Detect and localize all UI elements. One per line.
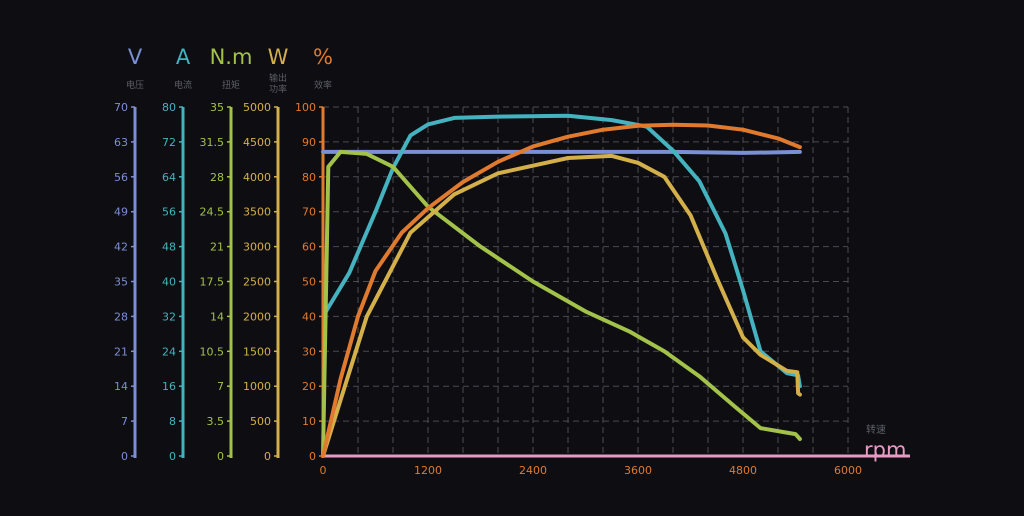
y-tick-label: 56 — [114, 171, 128, 184]
y-tick-label: 32 — [162, 310, 176, 323]
y-tick-label: 7 — [121, 415, 128, 428]
y-tick-label: 7 — [217, 380, 224, 393]
y-axis-unit: % — [313, 45, 333, 69]
y-axes: 07142128354249566370V电压08162432404856647… — [114, 45, 333, 463]
y-tick-label: 0 — [169, 450, 176, 463]
y-tick-label: 40 — [302, 310, 316, 323]
y-tick-label: 28 — [114, 310, 128, 323]
series-line-pct — [321, 122, 802, 458]
y-axis-unit: V — [128, 45, 143, 69]
y-tick-label: 14 — [210, 310, 224, 323]
y-tick-label: 8 — [169, 415, 176, 428]
y-tick-label: 24 — [162, 345, 176, 358]
y-axis-unit: W — [268, 45, 289, 69]
y-tick-label: 64 — [162, 171, 176, 184]
y-tick-label: 2500 — [243, 276, 271, 289]
y-tick-label: 3.5 — [207, 415, 225, 428]
y-tick-label: 20 — [302, 380, 316, 393]
x-tick-label: 3600 — [624, 464, 652, 477]
y-tick-label: 56 — [162, 206, 176, 219]
y-axis-label: 输出 — [269, 72, 287, 84]
y-tick-label: 31.5 — [200, 136, 225, 149]
chart-grid — [323, 106, 849, 456]
y-axis-unit: A — [176, 45, 191, 69]
y-tick-label: 0 — [121, 450, 128, 463]
y-tick-label: 48 — [162, 241, 176, 254]
x-axis-label: 转速 — [866, 423, 886, 436]
series-lines — [321, 113, 802, 458]
y-tick-label: 24.5 — [200, 206, 225, 219]
y-tick-label: 17.5 — [200, 276, 225, 289]
y-tick-label: 49 — [114, 206, 128, 219]
y-tick-label: 100 — [295, 101, 316, 114]
series-line-v — [321, 149, 802, 155]
x-tick-label: 0 — [320, 464, 327, 477]
y-tick-label: 1500 — [243, 345, 271, 358]
y-axis-w: 0 500 1000 1500 2000 2500 3000 3500 4000 4500 5000… — [243, 45, 289, 463]
x-tick-label: 1200 — [414, 464, 442, 477]
x-tick-label: 2400 — [519, 464, 547, 477]
y-tick-label: 42 — [114, 241, 128, 254]
x-axis-unit: rpm — [864, 438, 906, 462]
series-line-nm — [321, 149, 802, 458]
y-tick-label: 21 — [114, 345, 128, 358]
x-axis: 转速 rpm 0 1200 2400 3600 4800 6000 — [320, 423, 910, 477]
x-tick-label: 6000 — [834, 464, 862, 477]
y-tick-label: 2000 — [243, 310, 271, 323]
y-axis-nm: 0 3.5 7 10.5 14 17.5 21 24.5 28 31.5 35 N.m 扭矩 — [200, 45, 253, 463]
y-tick-label: 1000 — [243, 380, 271, 393]
y-axis-label: 功率 — [269, 83, 287, 95]
y-axis-label: 效率 — [314, 79, 332, 91]
y-tick-label: 70 — [302, 206, 316, 219]
y-tick-label: 72 — [162, 136, 176, 149]
y-tick-label: 0 — [309, 450, 316, 463]
y-tick-label: 3500 — [243, 206, 271, 219]
y-axis-v: 0 7 14 21 28 35 42 49 56 63 70 V 电压 — [114, 45, 144, 463]
y-tick-label: 10 — [302, 415, 316, 428]
y-axis-label: 电压 — [126, 79, 144, 91]
y-tick-label: 63 — [114, 136, 128, 149]
y-tick-label: 30 — [302, 345, 316, 358]
y-tick-label: 60 — [302, 241, 316, 254]
y-axis-unit: N.m — [210, 45, 253, 69]
y-tick-label: 50 — [302, 276, 316, 289]
y-tick-label: 0 — [217, 450, 224, 463]
y-tick-label: 0 — [264, 450, 271, 463]
y-axis-a: 0 8 16 24 32 40 48 56 64 72 80 A 电流 — [162, 45, 192, 463]
y-tick-label: 10.5 — [200, 345, 225, 358]
y-tick-label: 40 — [162, 276, 176, 289]
y-tick-label: 500 — [250, 415, 271, 428]
y-tick-label: 35 — [114, 276, 128, 289]
y-tick-label: 5000 — [243, 101, 271, 114]
y-tick-label: 80 — [162, 101, 176, 114]
y-tick-label: 21 — [210, 241, 224, 254]
x-tick-label: 4800 — [729, 464, 757, 477]
y-axis-label: 扭矩 — [222, 79, 240, 91]
y-axis-label: 电流 — [174, 79, 192, 91]
y-tick-label: 3000 — [243, 241, 271, 254]
y-tick-label: 4500 — [243, 136, 271, 149]
y-tick-label: 28 — [210, 171, 224, 184]
y-tick-label: 14 — [114, 380, 128, 393]
series-line-w — [321, 153, 802, 458]
y-tick-label: 4000 — [243, 171, 271, 184]
y-tick-label: 90 — [302, 136, 316, 149]
y-tick-label: 80 — [302, 171, 316, 184]
series-line-a — [323, 113, 802, 389]
y-tick-label: 16 — [162, 380, 176, 393]
y-tick-label: 35 — [210, 101, 224, 114]
y-tick-label: 70 — [114, 101, 128, 114]
